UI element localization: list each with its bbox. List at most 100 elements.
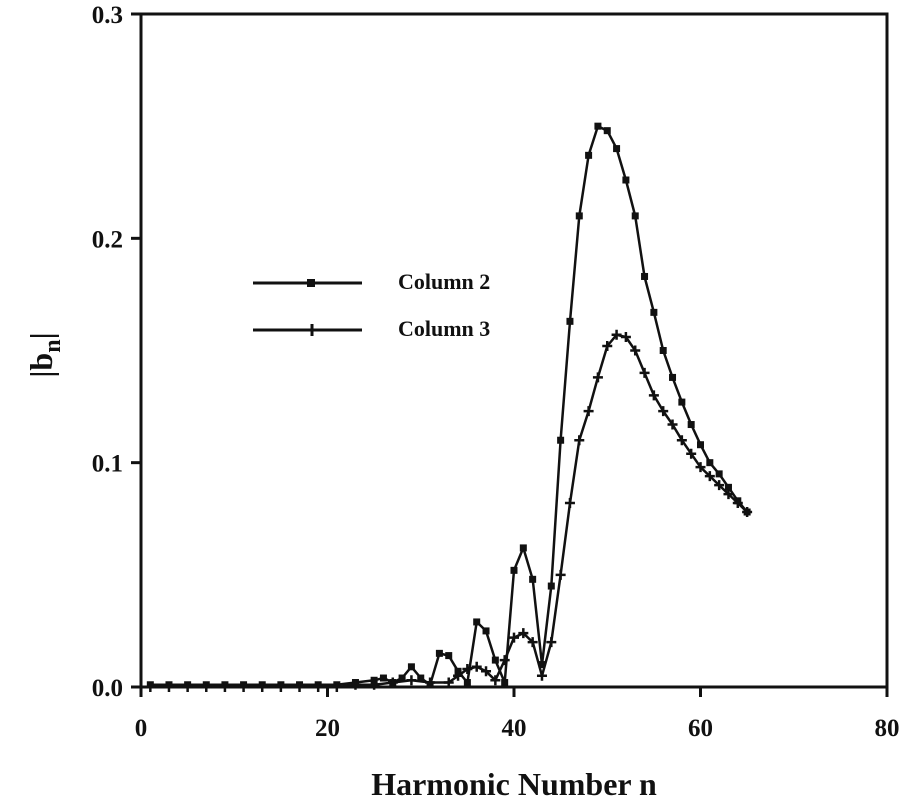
y-tick-label: 0.1	[92, 451, 123, 478]
data-point-column-2	[491, 656, 499, 664]
data-point-column-2	[631, 212, 639, 220]
y-axis-title-subscript: n	[40, 339, 66, 352]
data-point-column-3	[676, 435, 687, 446]
data-point-column-3	[369, 679, 380, 690]
data-point-column-2	[529, 575, 537, 583]
y-tick-label: 0.0	[92, 675, 123, 702]
data-point-column-3	[425, 677, 436, 688]
data-point-column-2	[501, 679, 509, 687]
data-point-column-2	[510, 566, 518, 574]
data-point-column-3	[630, 345, 641, 356]
data-point-column-3	[546, 637, 557, 648]
x-tick-label: 40	[502, 715, 527, 742]
data-point-column-3	[658, 406, 669, 417]
data-point-column-3	[686, 448, 697, 459]
data-point-column-3	[611, 329, 622, 340]
y-axis-ticks: 0.0 0.1 0.2 0.3	[92, 2, 141, 702]
data-point-column-3	[481, 666, 492, 677]
data-point-column-3	[219, 682, 230, 692]
data-point-column-3	[564, 498, 575, 509]
x-tick-label: 0	[135, 715, 148, 742]
data-point-column-2	[519, 544, 527, 552]
data-point-column-2	[641, 272, 649, 280]
series-column-3	[145, 329, 753, 692]
data-point-column-3	[145, 682, 156, 692]
legend-marker-column-3	[306, 324, 318, 336]
data-point-column-3	[527, 637, 538, 648]
data-point-column-3	[257, 682, 268, 692]
data-point-column-3	[509, 632, 519, 643]
data-point-column-2	[547, 582, 555, 590]
data-point-column-3	[331, 682, 342, 692]
data-point-column-3	[275, 682, 286, 692]
data-point-column-2	[622, 176, 630, 184]
data-point-column-3	[518, 628, 529, 639]
x-tick-label: 60	[688, 715, 713, 742]
data-point-column-3	[639, 367, 650, 378]
y-axis-title-close: |	[23, 332, 59, 339]
data-point-column-3	[695, 462, 706, 473]
data-point-column-2	[435, 649, 443, 657]
data-point-column-3	[490, 675, 501, 686]
y-axis-title: |bn|	[23, 332, 66, 377]
data-point-column-2	[669, 373, 677, 381]
data-point-column-2	[697, 441, 704, 449]
data-point-column-3	[350, 679, 361, 690]
data-point-column-2	[398, 674, 406, 682]
data-point-column-2	[650, 308, 658, 316]
data-point-column-3	[201, 682, 212, 692]
data-point-column-2	[557, 436, 565, 444]
data-point-column-2	[445, 652, 453, 660]
data-point-column-2	[482, 627, 490, 635]
data-point-column-2	[379, 674, 387, 682]
data-point-column-2	[706, 459, 714, 467]
data-point-column-3	[499, 655, 510, 666]
y-tick-label: 0.2	[92, 226, 123, 253]
data-point-column-2	[566, 317, 574, 325]
data-point-column-2	[594, 122, 602, 130]
legend-label-column-2: Column 2	[398, 269, 490, 294]
series-line-column-2	[150, 124, 749, 687]
legend: Column 2 Column 3	[253, 269, 490, 341]
x-tick-label: 80	[875, 715, 900, 742]
data-point-column-3	[732, 498, 743, 509]
data-point-column-3	[536, 670, 547, 681]
data-point-column-3	[294, 682, 305, 692]
x-axis-ticks: 0 20 40 60 80	[135, 687, 900, 742]
data-point-column-3	[574, 435, 585, 446]
data-point-column-3	[592, 372, 603, 383]
legend-item-column-2: Column 2	[253, 269, 490, 294]
data-point-column-3	[555, 569, 566, 580]
data-point-column-3	[462, 664, 473, 675]
data-point-column-3	[182, 682, 193, 692]
data-point-column-3	[723, 489, 734, 500]
data-point-column-3	[313, 682, 324, 692]
data-point-column-2	[463, 679, 471, 687]
data-point-column-3	[406, 675, 417, 686]
data-point-column-3	[667, 419, 678, 430]
legend-label-column-3: Column 3	[398, 316, 490, 341]
data-point-column-2	[724, 483, 732, 491]
data-point-column-3	[471, 661, 482, 672]
data-point-column-2	[613, 145, 621, 153]
data-point-column-2	[473, 618, 481, 626]
y-tick-label: 0.3	[92, 2, 123, 29]
series-layer	[145, 122, 753, 692]
data-point-column-2	[585, 151, 593, 159]
legend-item-column-3: Column 3	[253, 316, 490, 341]
data-point-column-3	[620, 332, 631, 343]
x-axis-title: Harmonic Number n	[371, 766, 657, 800]
data-point-column-3	[714, 480, 725, 491]
data-point-column-2	[659, 347, 667, 354]
data-point-column-3	[602, 341, 613, 352]
data-point-column-3	[704, 471, 715, 482]
data-point-column-3	[163, 682, 174, 692]
data-point-column-3	[387, 677, 398, 688]
data-point-column-3	[453, 670, 464, 681]
data-point-column-3	[583, 406, 594, 417]
data-point-column-3	[742, 507, 753, 518]
data-point-column-3	[443, 677, 454, 688]
y-axis-title-main: |b	[23, 353, 59, 378]
data-point-column-2	[407, 663, 415, 671]
